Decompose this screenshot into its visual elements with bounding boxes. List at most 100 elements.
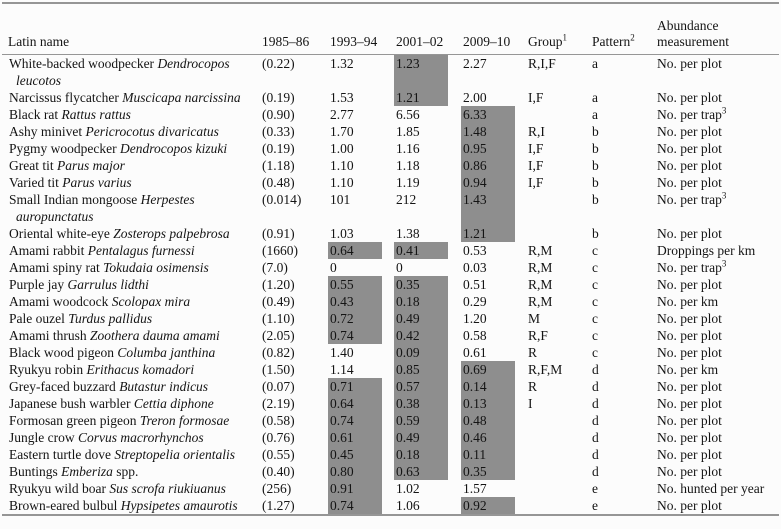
group-cell: R <box>528 379 538 394</box>
abundance-label: Droppings per km <box>657 243 756 258</box>
column-gap <box>515 259 526 276</box>
value-1985-86: (0.49) <box>262 294 295 309</box>
species-common-name: Pygmy woodpecker <box>9 141 117 156</box>
species-latin-name: Erithacus komadori <box>86 362 195 377</box>
table-row: Black wood pigeon Columba janthina (0.82… <box>2 344 779 361</box>
value-1993-94: 0.80 <box>328 463 383 480</box>
pattern-cell: d <box>592 464 599 479</box>
column-gap <box>515 225 526 242</box>
column-gap <box>448 344 461 361</box>
column-gap <box>515 55 526 90</box>
table-row: Varied tit Parus varius (0.48) 1.10 1.19… <box>2 174 779 191</box>
abundance-label: No. per plot <box>657 379 722 394</box>
column-gap <box>515 429 526 446</box>
column-gap <box>382 276 394 293</box>
column-gap <box>382 344 394 361</box>
abundance-cell: No. per plot <box>653 140 779 157</box>
column-gap <box>448 191 461 225</box>
species-common-name: Black wood pigeon <box>9 345 114 360</box>
column-gap <box>382 140 394 157</box>
value-1985-86: (0.014) <box>262 192 302 207</box>
column-gap <box>448 480 461 497</box>
value-2009-10: 0.95 <box>461 140 516 157</box>
species-common-name: White-backed woodpecker <box>9 56 155 71</box>
pattern-cell: d <box>592 447 599 462</box>
abundance-label: No. per plot <box>657 447 722 462</box>
abundance-label: No. per plot <box>657 311 722 326</box>
column-gap <box>448 225 461 242</box>
table-row: Pygmy woodpecker Dendrocopos kizuki (0.1… <box>2 140 779 157</box>
species-latin-name: Cettia diphone <box>133 396 214 411</box>
value-2001-02: 0.18 <box>394 293 449 310</box>
abundance-label: No. per trap <box>657 192 722 207</box>
pattern-cell: b <box>592 192 599 207</box>
group-cell <box>526 429 588 446</box>
species-name-cell: Formosan green pigeon Treron formosae <box>2 412 252 429</box>
column-gap <box>382 123 394 140</box>
species-name-cell: Amami rabbit Pentalagus furnessi <box>2 242 252 259</box>
abundance-label: No. per plot <box>657 464 722 479</box>
value-1993-94: 1.32 <box>330 56 354 71</box>
column-gap <box>252 174 260 191</box>
value-1993-94: 0.64 <box>328 242 383 259</box>
species-latin-name: Sus scrofa riukiuanus <box>109 481 226 496</box>
value-2009-10: 0.13 <box>461 395 516 412</box>
pattern-cell: a <box>592 56 599 71</box>
column-gap <box>252 497 260 515</box>
value-2001-02: 1.23 <box>394 54 449 89</box>
table-row: Small Indian mongoose Herpestes auropunc… <box>2 191 779 225</box>
group-cell <box>526 463 588 480</box>
abundance-label: No. per km <box>657 362 719 377</box>
abundance-label: No. per plot <box>657 498 722 513</box>
abundance-label: No. per km <box>657 294 719 309</box>
column-gap <box>314 446 328 463</box>
table-row: Buntings Emberiza spp. (0.40) 0.80 0.63 … <box>2 463 779 480</box>
column-gap <box>515 191 526 225</box>
table-row: Formosan green pigeon Treron formosae (0… <box>2 412 779 429</box>
value-2009-10: 2.00 <box>463 90 487 105</box>
value-1985-86: (0.58) <box>262 413 295 428</box>
pattern-footnote-marker: 2 <box>630 32 635 43</box>
group-cell: M <box>528 311 541 326</box>
column-gap <box>515 242 526 259</box>
pattern-cell: e <box>592 481 599 496</box>
abundance-cell: No. per plot <box>653 429 779 446</box>
column-gap <box>515 463 526 480</box>
value-2001-02: 0.63 <box>394 463 449 480</box>
value-2001-02: 0.38 <box>394 395 449 412</box>
column-gap <box>252 429 260 446</box>
abundance-label: No. per plot <box>657 226 722 241</box>
column-gap <box>314 310 328 327</box>
value-2009-10: 0.92 <box>461 497 516 515</box>
species-name-cell: Buntings Emberiza spp. <box>2 463 252 480</box>
column-gap <box>314 276 328 293</box>
column-gap <box>314 174 328 191</box>
species-latin-name: Corvus macrorhynchos <box>77 430 204 445</box>
value-2001-02: 0.09 <box>394 344 449 361</box>
group-cell: R,F <box>528 328 548 343</box>
species-table-body: White-backed woodpecker Dendrocopos leuc… <box>2 54 779 515</box>
group-cell <box>526 412 588 429</box>
column-gap <box>382 480 394 497</box>
value-2001-02: 1.02 <box>396 481 420 496</box>
column-gap <box>382 497 394 515</box>
species-latin-name: Tokudaia osimensis <box>103 260 209 275</box>
table-row: Oriental white-eye Zosterops palpebrosa … <box>2 225 779 242</box>
value-1993-94: 1.14 <box>330 362 354 377</box>
column-gap <box>382 429 394 446</box>
column-gap <box>448 259 461 276</box>
species-name-cell: Narcissus flycatcher Muscicapa narcissin… <box>2 89 252 106</box>
column-gap <box>515 378 526 395</box>
group-cell: R,I,F <box>528 56 556 71</box>
species-common-name: Small Indian mongoose <box>9 192 138 207</box>
pattern-cell: d <box>592 362 599 377</box>
value-1985-86: (0.07) <box>262 379 295 394</box>
value-1985-86: (256) <box>262 481 292 496</box>
pattern-cell: d <box>592 379 599 394</box>
column-header-latin-name: Latin name <box>2 3 261 55</box>
value-1985-86: (2.05) <box>262 328 295 343</box>
abundance-cell: No. per plot <box>653 412 779 429</box>
column-gap <box>252 463 260 480</box>
pattern-cell: b <box>592 226 599 241</box>
value-1985-86: (0.82) <box>262 345 295 360</box>
